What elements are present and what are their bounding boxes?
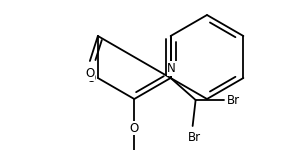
Text: O: O xyxy=(130,122,139,135)
Text: O: O xyxy=(87,72,96,84)
Text: Br: Br xyxy=(188,131,201,144)
Text: O: O xyxy=(85,67,94,80)
Text: Br: Br xyxy=(227,93,240,106)
Text: N: N xyxy=(167,62,176,75)
